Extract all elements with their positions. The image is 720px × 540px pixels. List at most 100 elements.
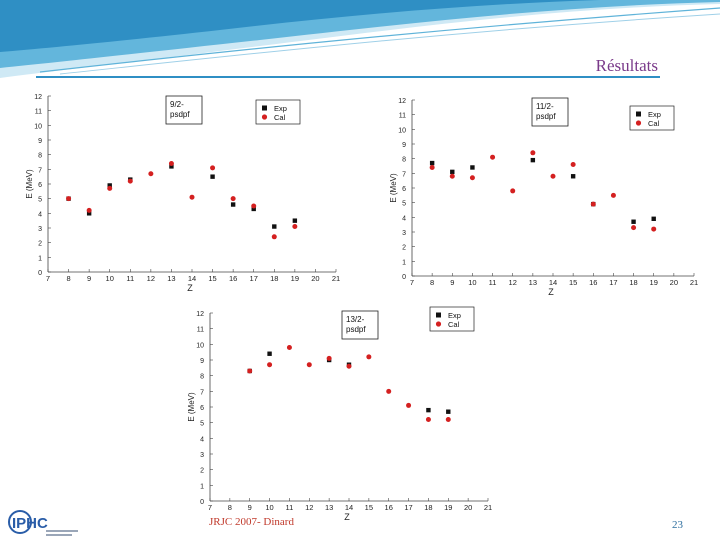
x-tick-label: 13: [529, 278, 537, 287]
x-tick-label: 15: [208, 274, 216, 283]
logo-underline: [46, 534, 72, 536]
data-point-cal: [148, 171, 154, 177]
x-tick-label: 8: [66, 274, 70, 283]
y-tick-label: 11: [35, 109, 42, 116]
y-tick-label: 6: [38, 182, 42, 189]
data-point-cal: [406, 402, 412, 408]
data-point-cal: [651, 226, 657, 232]
x-tick-label: 13: [167, 274, 175, 283]
iphc-logo: IPHC: [8, 510, 78, 536]
x-tick-label: 16: [385, 503, 393, 512]
x-tick-label: 14: [345, 503, 353, 512]
y-tick-label: 12: [398, 98, 406, 105]
data-point-exp: [210, 174, 215, 179]
x-tick-label: 11: [286, 503, 294, 512]
banner-line: [39, 7, 720, 73]
label-box-text: psdpf: [346, 325, 366, 334]
legend-label: Cal: [448, 320, 460, 329]
data-point-cal: [189, 194, 195, 200]
data-point-cal: [386, 388, 392, 394]
x-axis-label: Z: [548, 287, 554, 297]
x-tick-label: 12: [147, 274, 155, 283]
x-tick-label: 17: [609, 278, 617, 287]
x-tick-label: 16: [229, 274, 237, 283]
data-point-cal: [247, 368, 253, 374]
data-point-cal: [490, 154, 496, 160]
x-tick-label: 21: [690, 278, 698, 287]
data-point-cal: [590, 201, 596, 207]
y-tick-label: 10: [34, 123, 42, 130]
data-point-cal: [570, 162, 576, 168]
y-tick-label: 1: [402, 259, 406, 266]
data-point-exp: [272, 224, 277, 229]
data-point-cal: [449, 173, 455, 179]
label-box-text: psdpf: [170, 110, 190, 119]
y-tick-label: 1: [38, 255, 42, 262]
y-tick-label: 0: [402, 274, 406, 281]
y-axis-label: E (MeV): [187, 392, 196, 422]
data-point-cal: [425, 417, 431, 423]
data-point-cal: [530, 150, 536, 156]
x-tick-label: 7: [208, 503, 212, 512]
x-tick-label: 20: [311, 274, 319, 283]
label-box-text: psdpf: [536, 112, 556, 121]
y-tick-label: 5: [200, 421, 204, 428]
x-tick-label: 12: [509, 278, 517, 287]
y-tick-label: 5: [38, 197, 42, 204]
y-tick-label: 10: [398, 127, 406, 134]
y-axis-label: E (MeV): [389, 173, 398, 203]
data-point-cal: [610, 192, 616, 198]
label-box-text: 9/2-: [170, 100, 184, 109]
x-tick-label: 21: [332, 274, 340, 283]
legend-box: [429, 306, 475, 332]
x-tick-label: 10: [265, 503, 273, 512]
y-tick-label: 9: [402, 142, 406, 149]
y-tick-label: 11: [399, 113, 406, 120]
label-box-text: 11/2-: [536, 102, 554, 111]
y-tick-label: 4: [402, 215, 406, 222]
data-point-cal: [66, 196, 72, 202]
label-box: [341, 310, 379, 340]
data-point-exp: [292, 218, 298, 223]
y-tick-label: 3: [402, 230, 406, 237]
data-point-exp: [169, 164, 174, 169]
data-point-exp: [470, 165, 475, 170]
data-point-cal: [168, 160, 174, 166]
data-point-cal: [107, 185, 113, 191]
x-tick-label: 14: [188, 274, 196, 283]
x-tick-label: 15: [569, 278, 577, 287]
legend-label: Exp: [648, 110, 661, 119]
data-point-cal: [445, 417, 451, 423]
x-tick-label: 19: [444, 503, 452, 512]
x-tick-label: 11: [126, 274, 134, 283]
data-point-exp: [530, 157, 536, 163]
legend-label: Cal: [274, 113, 286, 122]
label-box-text: 13/2-: [346, 315, 365, 324]
y-tick-label: 5: [402, 201, 406, 208]
slide-title: Résultats: [595, 56, 658, 75]
data-point-cal: [429, 164, 435, 170]
x-tick-label: 14: [549, 278, 557, 287]
logo-underline: [46, 530, 78, 532]
data-point-exp: [86, 211, 92, 216]
data-point-cal: [267, 362, 273, 368]
data-point-exp: [107, 183, 112, 188]
legend-marker: [636, 111, 641, 117]
x-tick-label: 18: [270, 274, 278, 283]
title-underline: [36, 76, 660, 78]
data-point-cal: [366, 354, 372, 360]
x-tick-label: 16: [589, 278, 597, 287]
legend-marker: [436, 312, 441, 318]
data-point-cal: [306, 362, 312, 368]
data-point-cal: [251, 203, 257, 209]
label-box: [165, 95, 203, 125]
x-tick-label: 20: [464, 503, 472, 512]
data-point-exp: [450, 169, 455, 175]
x-tick-label: 8: [228, 503, 232, 512]
x-tick-label: 17: [250, 274, 258, 283]
y-tick-label: 9: [200, 358, 204, 365]
y-tick-label: 11: [197, 327, 204, 334]
x-axis-label: Z: [344, 512, 350, 522]
x-tick-label: 11: [489, 278, 497, 287]
